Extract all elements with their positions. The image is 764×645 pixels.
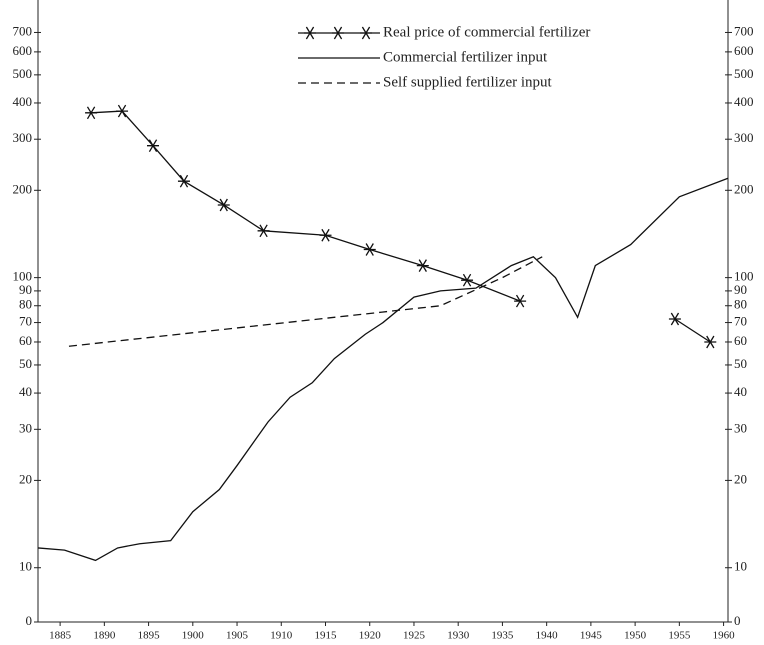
y-tick-label-right: 20 (734, 471, 747, 486)
y-tick-label: 200 (13, 181, 33, 196)
y-tick-label: 300 (13, 130, 33, 145)
star-marker (85, 106, 98, 120)
y-tick-label: 10 (19, 559, 32, 574)
series-line (37, 177, 729, 562)
y-tick-label-right: 10 (734, 559, 747, 574)
y-tick-label: 600 (13, 43, 33, 58)
x-tick-label: 1885 (49, 630, 72, 642)
x-tick-label: 1895 (138, 630, 161, 642)
y-tick-label-right: 90 (734, 282, 747, 297)
x-tick-label: 1960 (713, 630, 736, 642)
x-tick-label: 1930 (447, 630, 470, 642)
y-tick-label-right: 600 (734, 43, 754, 58)
y-tick-label: 40 (19, 384, 32, 399)
star-marker (668, 312, 681, 326)
star-marker (217, 198, 230, 212)
y-tick-label: 0 (26, 613, 33, 628)
y-tick-label-right: 300 (734, 130, 754, 145)
star-marker (116, 104, 129, 118)
legend-label: Real price of commercial fertilizer (383, 24, 590, 40)
star-marker (257, 224, 270, 238)
y-tick-label: 30 (19, 420, 32, 435)
y-tick-label-right: 0 (734, 613, 741, 628)
y-tick-label-right: 80 (734, 297, 747, 312)
star-marker (177, 174, 190, 188)
y-tick-label-right: 400 (734, 94, 754, 109)
x-tick-label: 1910 (270, 630, 293, 642)
y-tick-label: 70 (19, 314, 32, 329)
y-tick-label-right: 500 (734, 66, 754, 81)
legend-star (360, 26, 372, 40)
x-tick-label: 1940 (536, 630, 559, 642)
x-tick-label: 1890 (93, 630, 116, 642)
y-tick-label-right: 200 (734, 181, 754, 196)
y-tick-label-right: 100 (734, 269, 754, 284)
x-tick-label: 1905 (226, 630, 249, 642)
x-tick-label: 1935 (491, 630, 514, 642)
y-tick-label-right: 40 (734, 384, 747, 399)
y-tick-label-right: 700 (734, 23, 754, 38)
x-tick-label: 1945 (580, 630, 603, 642)
y-tick-label: 20 (19, 471, 32, 486)
y-tick-label: 100 (13, 269, 33, 284)
legend-label: Self supplied fertilizer input (383, 74, 553, 90)
y-tick-label-right: 50 (734, 356, 747, 371)
legend-star (304, 26, 316, 40)
y-tick-label: 90 (19, 282, 32, 297)
x-tick-label: 1925 (403, 630, 426, 642)
y-tick-label: 80 (19, 297, 32, 312)
y-tick-label-right: 60 (734, 333, 747, 348)
x-tick-label: 1900 (182, 630, 205, 642)
series-line (68, 256, 543, 347)
y-tick-label-right: 70 (734, 314, 747, 329)
y-tick-label: 700 (13, 23, 33, 38)
y-tick-label: 60 (19, 333, 32, 348)
star-marker (147, 139, 159, 153)
y-tick-label: 400 (13, 94, 33, 109)
star-marker (363, 243, 376, 256)
star-marker (461, 273, 474, 287)
y-tick-label: 500 (13, 66, 33, 81)
x-tick-label: 1920 (359, 630, 382, 642)
legend-label: Commercial fertilizer input (383, 49, 548, 65)
star-marker (319, 228, 332, 242)
x-tick-label: 1955 (668, 630, 691, 642)
legend-star (332, 26, 344, 40)
y-tick-label-right: 30 (734, 420, 747, 435)
x-tick-label: 1915 (315, 630, 338, 642)
y-tick-label: 50 (19, 356, 32, 371)
x-tick-label: 1950 (624, 630, 647, 642)
star-marker (704, 335, 717, 349)
star-marker (416, 259, 429, 272)
star-marker (514, 294, 527, 308)
